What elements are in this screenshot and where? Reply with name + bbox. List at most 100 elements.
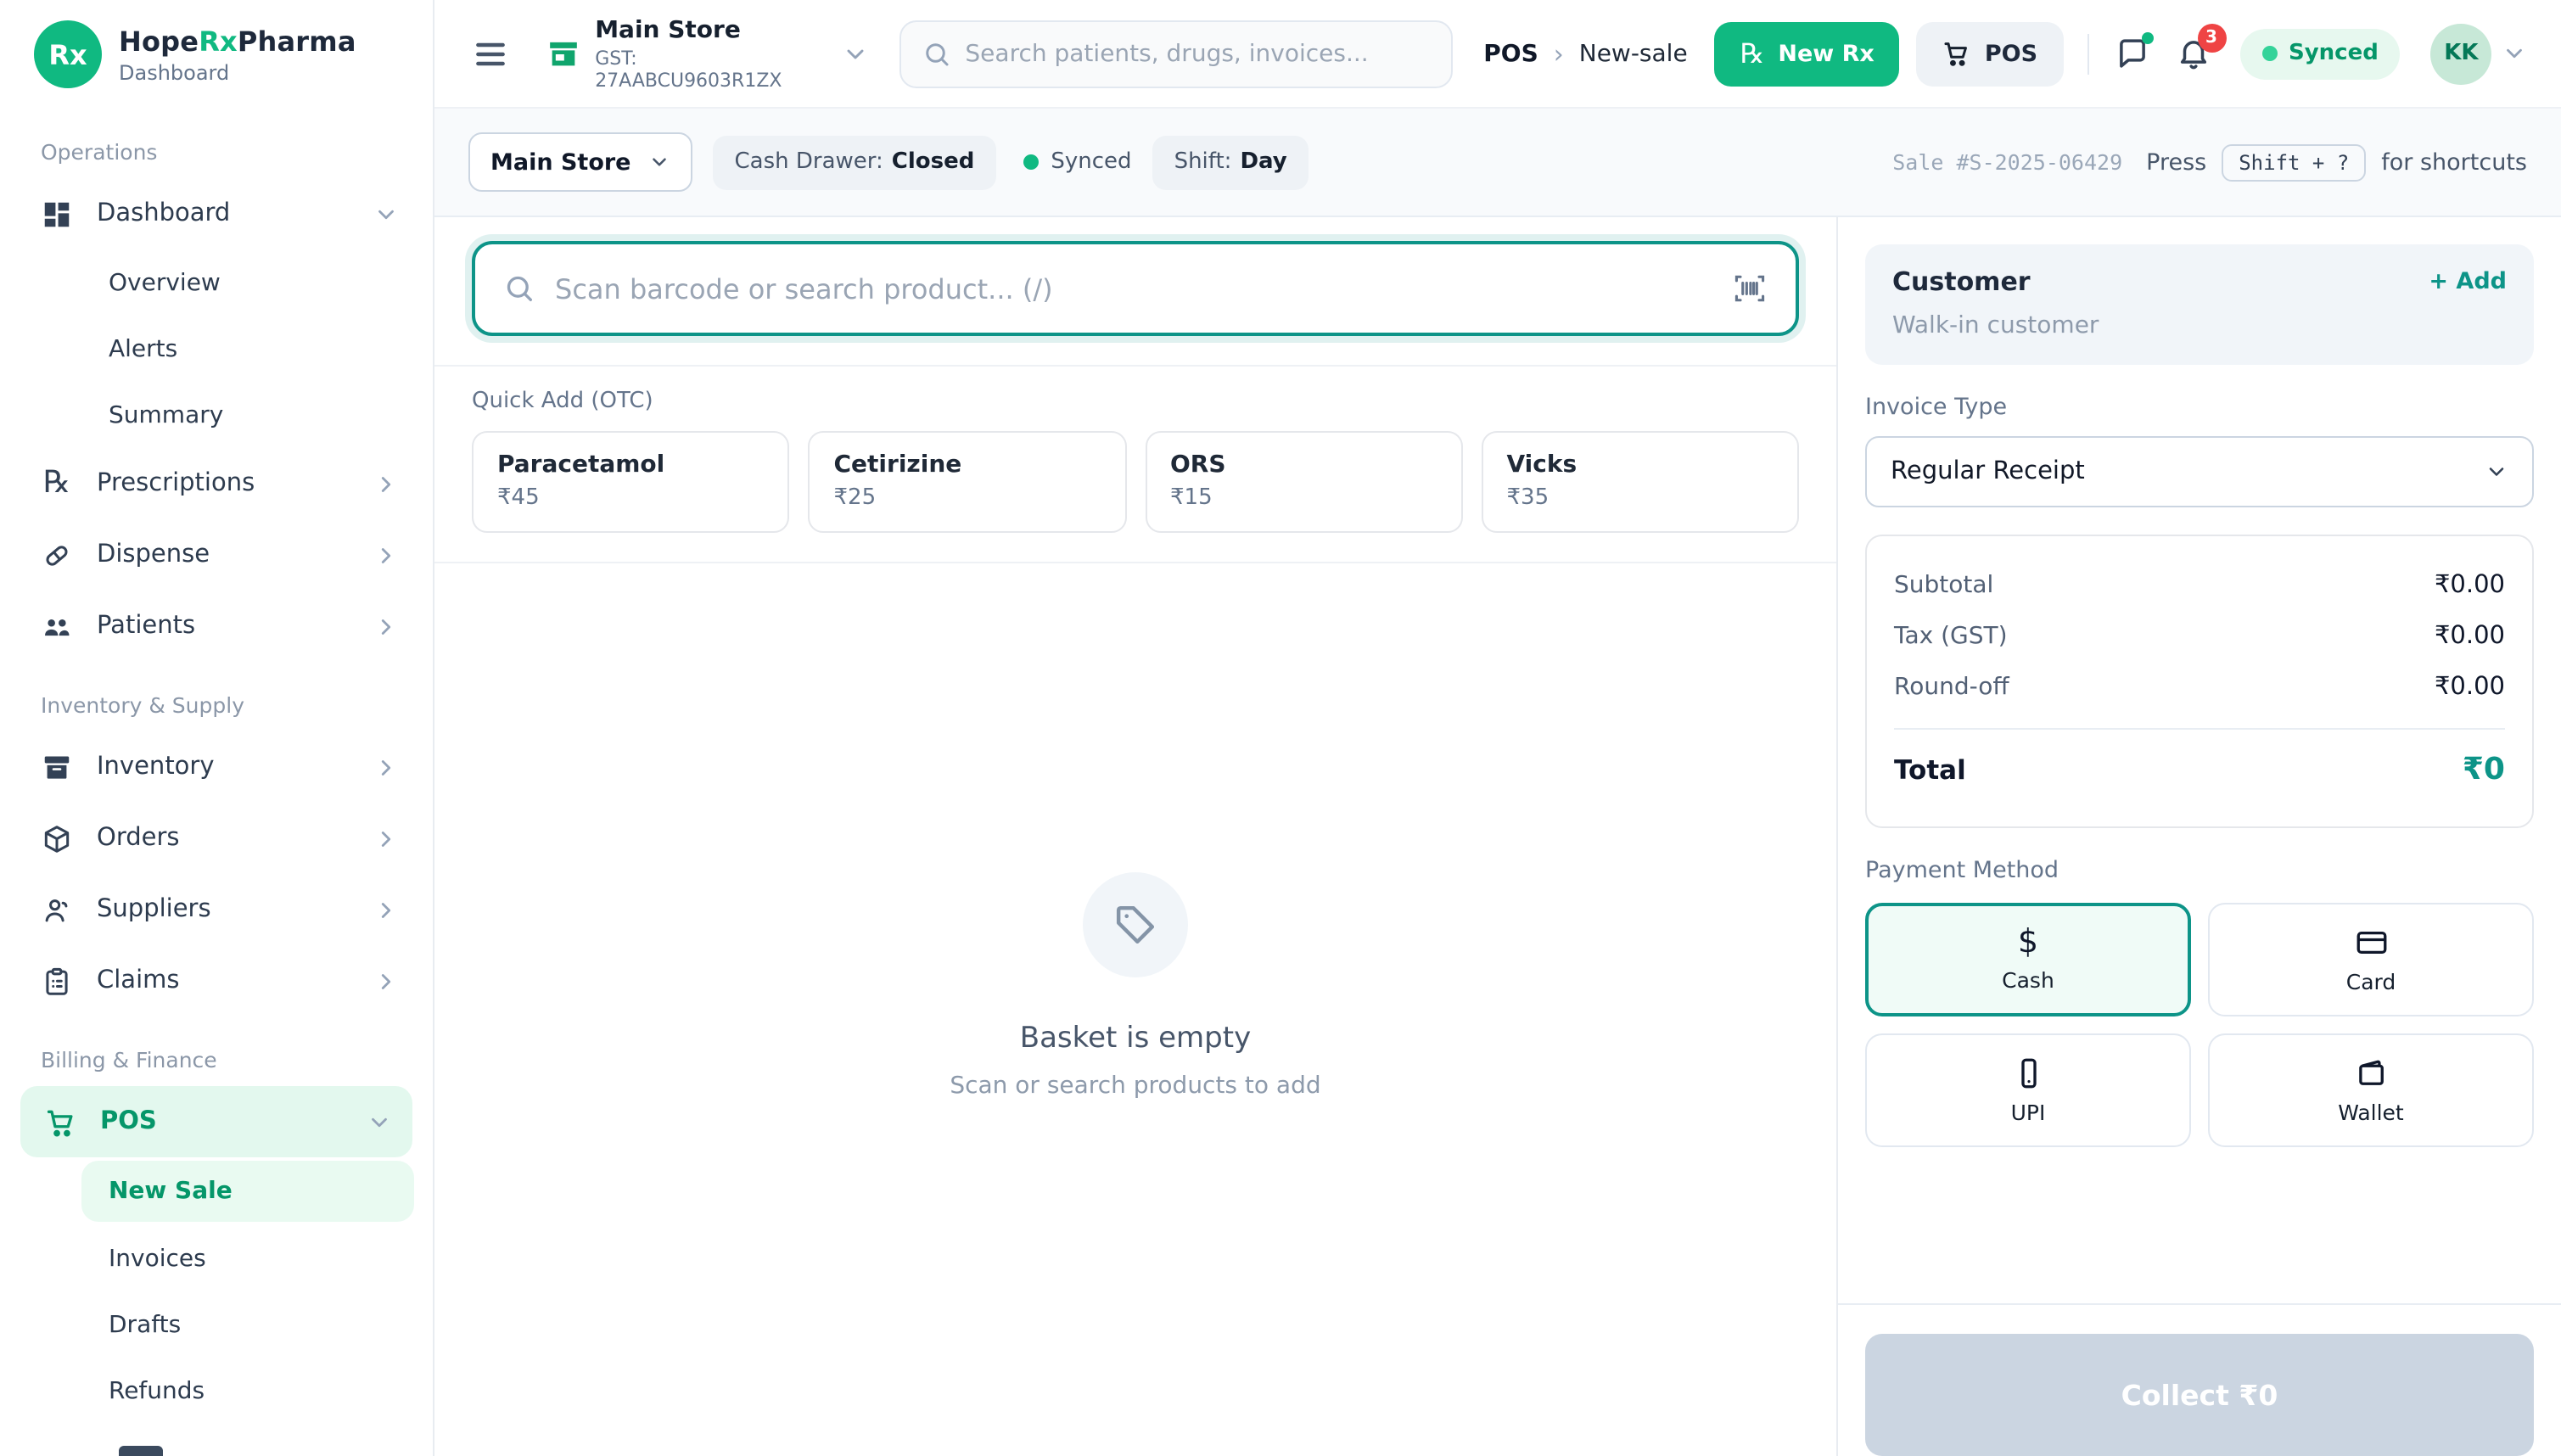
brand-text-block: HopeRxPharma Dashboard (119, 25, 356, 84)
sidebar-item-pos[interactable]: POS (20, 1086, 412, 1157)
divider (1894, 728, 2505, 730)
invoice-type-label: Invoice Type (1865, 394, 2008, 421)
brand-header: Rx HopeRxPharma Dashboard (0, 0, 434, 109)
sync-status: Synced (1023, 149, 1132, 175)
breadcrumb-root[interactable]: POS (1483, 40, 1538, 67)
basket-empty-state: Basket is empty Scan or search products … (434, 540, 1836, 1432)
section-label-billing-finance: Billing & Finance (41, 1047, 217, 1072)
global-search (899, 20, 1454, 87)
sidebar-item-suppliers[interactable]: Suppliers (0, 874, 433, 945)
notification-badge: 3 (2197, 24, 2226, 53)
store-text-block: Main Store GST: 27AABCU9603R1ZX (595, 16, 826, 91)
logo-text: Rx (48, 38, 87, 70)
global-search-input[interactable] (965, 40, 1432, 67)
partial-menu-icon (119, 1446, 163, 1456)
payment-method-wallet[interactable]: Wallet (2208, 1033, 2534, 1147)
chat-icon (2119, 39, 2144, 68)
chevron-right-icon (373, 968, 399, 994)
quick-add-card-vicks[interactable]: Vicks ₹35 (1481, 431, 1799, 533)
breadcrumb-current: New-sale (1578, 40, 1688, 67)
quick-add-card-cetirizine[interactable]: Cetirizine ₹25 (808, 431, 1126, 533)
payment-method-label: Payment Method (1865, 857, 2059, 884)
search-icon (921, 38, 951, 69)
sidebar-item-orders[interactable]: Orders (0, 803, 433, 874)
sidebar-subitem-drafts[interactable]: Drafts (109, 1311, 182, 1338)
customer-card: Customer + Add Walk-in customer (1865, 244, 2534, 365)
sync-dot-icon (1023, 154, 1040, 170)
quick-add-card-ors[interactable]: ORS ₹15 (1145, 431, 1463, 533)
people-icon (41, 610, 73, 642)
basket-empty-title: Basket is empty (1019, 1022, 1252, 1056)
quick-add-grid: Paracetamol ₹45 Cetirizine ₹25 ORS ₹15 V… (472, 431, 1799, 533)
sidebar-item-patients[interactable]: Patients (0, 591, 433, 662)
section-label-operations: Operations (41, 139, 158, 165)
payment-method-cash[interactable]: $ Cash (1865, 903, 2191, 1016)
total-amount: ₹0 (2462, 752, 2505, 787)
sidebar-subitem-summary[interactable]: Summary (109, 401, 224, 428)
new-rx-button[interactable]: ℞ New Rx (1714, 21, 1900, 86)
add-customer-link[interactable]: + Add (2429, 268, 2507, 295)
clipboard-icon (41, 965, 73, 997)
cash-drawer-status[interactable]: Cash Drawer: Closed (712, 135, 997, 189)
cart-icon (44, 1106, 76, 1138)
customer-value: Walk-in customer (1892, 312, 2099, 339)
storefront-icon (546, 36, 580, 70)
chevron-down-icon (373, 201, 399, 227)
chevron-right-icon (373, 542, 399, 568)
bell-icon (2179, 41, 2206, 70)
sidebar-subitem-invoices[interactable]: Invoices (109, 1245, 206, 1272)
scan-product-input[interactable] (555, 272, 1712, 305)
checkout-panel: Customer + Add Walk-in customer Invoice … (1836, 217, 2561, 1456)
sidebar-subitem-new-sale[interactable]: New Sale (81, 1161, 414, 1222)
archive-box-icon (41, 751, 73, 783)
payment-method-upi[interactable]: UPI (1865, 1033, 2191, 1147)
pos-button[interactable]: POS (1916, 21, 2064, 86)
pill-icon (41, 539, 73, 571)
scan-input-box (472, 241, 1799, 336)
store-select[interactable]: Main Store (468, 132, 692, 192)
quick-add-card-paracetamol[interactable]: Paracetamol ₹45 (472, 431, 790, 533)
sidebar-subitem-alerts[interactable]: Alerts (109, 335, 178, 362)
chevron-right-icon (373, 613, 399, 639)
scan-section (434, 217, 1836, 367)
tag-icon (1083, 872, 1188, 977)
avatar[interactable]: KK (2430, 23, 2491, 84)
sidebar-item-prescriptions[interactable]: ℞ Prescriptions (0, 448, 433, 519)
smartphone-icon (2010, 1056, 2046, 1091)
messages-button[interactable] (2114, 32, 2153, 71)
sidebar-item-dispense[interactable]: Dispense (0, 519, 433, 591)
customer-title: Customer (1892, 266, 2031, 297)
invoice-type-select[interactable]: Regular Receipt (1865, 436, 2534, 507)
section-label-inventory-supply: Inventory & Supply (41, 692, 244, 718)
sidebar-item-inventory[interactable]: Inventory (0, 731, 433, 803)
collect-bar: Collect ₹0 (1838, 1303, 2561, 1456)
sidebar-subitem-overview[interactable]: Overview (109, 269, 221, 296)
basket-empty-subtitle: Scan or search products to add (950, 1072, 1321, 1100)
shift-status[interactable]: Shift: Day (1152, 135, 1309, 189)
avatar-chevron-down-icon[interactable] (2502, 41, 2527, 66)
sidebar-subitem-refunds[interactable]: Refunds (109, 1377, 205, 1404)
chevron-right-icon (373, 897, 399, 922)
notifications-button[interactable]: 3 (2175, 24, 2226, 71)
quick-add-label: Quick Add (OTC) (472, 389, 653, 414)
divider (2087, 33, 2088, 74)
totals-card: Subtotal ₹0.00 Tax (GST) ₹0.00 Round-off… (1865, 535, 2534, 828)
wallet-icon (2353, 1056, 2389, 1091)
sidebar-item-dashboard[interactable]: Dashboard (0, 178, 433, 249)
store-switcher[interactable]: Main Store GST: 27AABCU9603R1ZX (546, 16, 868, 91)
hamburger-menu-icon[interactable] (462, 25, 518, 82)
sidebar-item-claims[interactable]: Claims (0, 945, 433, 1016)
topbar: Main Store GST: 27AABCU9603R1ZX POS › Ne… (434, 0, 2561, 109)
chevron-down-icon (841, 40, 868, 67)
collect-button[interactable]: Collect ₹0 (1865, 1334, 2534, 1456)
breadcrumb: POS › New-sale (1483, 38, 1687, 69)
chevron-right-icon (373, 471, 399, 496)
quick-add-section: Quick Add (OTC) Paracetamol ₹45 Cetirizi… (434, 367, 1836, 563)
shortcut-kbd: Shift + ? (2222, 143, 2367, 181)
payment-method-card[interactable]: Card (2208, 903, 2534, 1016)
cart-icon (1942, 39, 1971, 68)
dashboard-icon (41, 198, 73, 230)
unread-dot (2141, 32, 2153, 44)
breadcrumb-separator: › (1553, 38, 1564, 69)
